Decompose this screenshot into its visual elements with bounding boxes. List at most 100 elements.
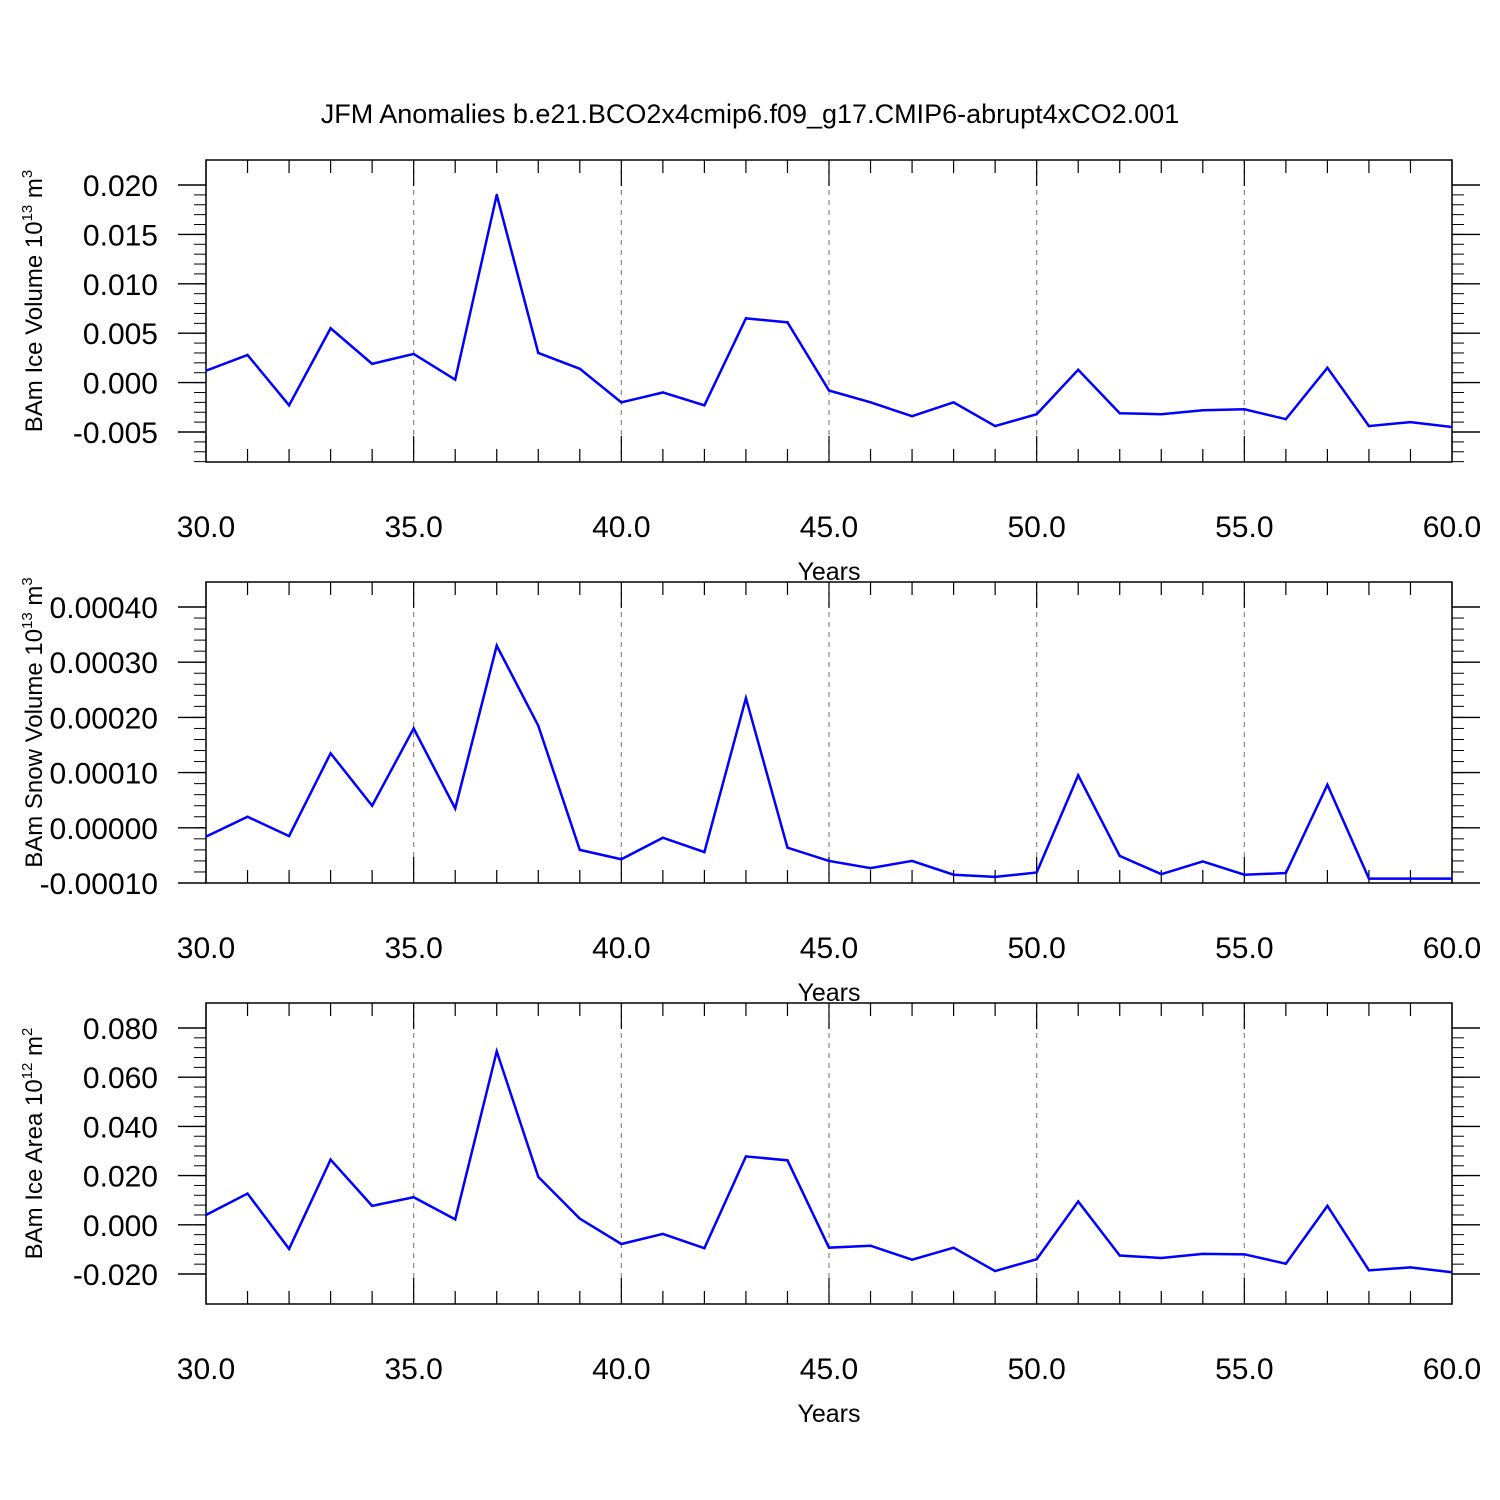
data-point [910,859,914,863]
x-tick-label: 60.0 [1423,511,1481,544]
data-point [703,404,706,407]
x-tick-label: 45.0 [800,932,858,965]
data-point [454,1218,457,1221]
data-point [495,1050,498,1053]
y-axis-label-text: m [21,1036,48,1063]
y-tick-label: 0.00040 [50,592,158,625]
y-axis-label: BAm Ice Volume 1013 m3 [19,170,48,432]
y-axis-label-text: m [21,586,48,613]
data-point [786,846,789,849]
data-point [952,873,955,876]
data-point [1118,1254,1121,1257]
x-tick-label: 50.0 [1007,511,1065,544]
data-point [287,1247,291,1251]
data-point [537,724,540,727]
data-point [454,378,457,381]
x-tick-label: 35.0 [384,1353,442,1386]
y-tick-label: 0.00010 [50,758,158,791]
x-axis-label: Years [797,1400,860,1428]
x-tick-label: 55.0 [1215,511,1273,544]
x-tick-label: 40.0 [592,932,650,965]
plot-panel-3: 0.080 0.060 0.040 0.020 0.000 -0.020 30.0 35.0 4… [19,1002,1481,1428]
y-tick-label: 0.015 [83,219,158,252]
data-point [827,1246,831,1249]
x-tick-label: 45.0 [800,511,858,544]
y-tick-label: -0.005 [73,417,158,450]
x-tick-label: 60.0 [1423,1353,1481,1386]
y-axis-label-text: BAm Snow Volume 10 [21,629,48,868]
x-tick-label: 35.0 [384,511,442,544]
data-point [1326,366,1329,369]
data-point [370,804,374,807]
data-point [786,321,789,324]
data-point [620,401,623,404]
data-point [246,815,249,818]
x-tick-label: 60.0 [1423,932,1481,965]
y-axis-label-text: BAm Ice Area 10 [21,1079,48,1259]
data-point [703,1246,706,1250]
data-point [620,1242,623,1246]
y-axis-label: BAm Snow Volume 1013 m3 [19,577,48,868]
data-point [910,1258,914,1261]
data-point [1450,1271,1452,1274]
data-point [412,352,415,356]
data-point [869,401,872,404]
data-point [1160,413,1163,416]
data-point [1077,368,1080,371]
x-tick-label: 40.0 [592,511,650,544]
data-point [744,696,748,700]
y-axis-label-superscript: 2 [19,1028,36,1036]
data-point [1118,854,1121,858]
y-tick-label: 0.00000 [50,813,158,846]
y-axis-label: BAm Ice Area 1012 m2 [19,1028,48,1260]
data-point [827,389,831,392]
data-point [412,727,415,730]
data-point [869,866,872,870]
data-point [370,1204,374,1208]
y-axis-label-superscript: 13 [19,205,36,222]
data-point [910,414,914,418]
x-tick-label: 40.0 [592,1353,650,1386]
x-tick-label: 45.0 [800,1353,858,1386]
data-point [1367,1269,1371,1272]
plot-panel-1: 0.020 0.015 0.010 0.005 0.000 -0.005 30.0 35.0 4… [19,159,1481,586]
data-point [1035,413,1038,416]
data-point [246,1192,249,1195]
y-tick-label: -0.00010 [40,868,158,901]
y-tick-label: -0.020 [73,1259,158,1292]
data-point [661,836,665,839]
data-point [1243,408,1246,411]
data-point [1160,1256,1163,1260]
data-point [952,401,955,404]
y-tick-label: 0.060 [83,1062,158,1095]
data-point [993,875,997,879]
data-point [1326,783,1329,786]
x-tick-label: 50.0 [1007,1353,1065,1386]
data-point [578,848,581,852]
data-point [329,752,332,755]
y-tick-label: 0.010 [83,269,158,302]
y-axis-label-superscript: 3 [19,577,36,585]
data-point [370,362,374,366]
data-point [1284,1262,1288,1265]
y-tick-label: 0.000 [83,368,158,401]
y-axis-label-text: m [21,178,48,205]
data-point [952,1246,955,1249]
data-point [206,835,208,838]
x-tick-label: 30.0 [177,932,235,965]
data-point [1409,877,1412,880]
data-point [1243,1253,1246,1256]
data-point [993,424,997,428]
y-axis-label-text: BAm Ice Volume 10 [21,221,48,432]
data-point [744,1155,748,1158]
data-point [1201,1252,1205,1256]
data-point [869,1244,872,1247]
data-point [1077,774,1080,777]
data-point [1284,871,1288,875]
data-point [1160,872,1163,876]
y-tick-label: 0.00030 [50,647,158,680]
data-point [827,859,831,863]
data-point [1243,873,1246,876]
